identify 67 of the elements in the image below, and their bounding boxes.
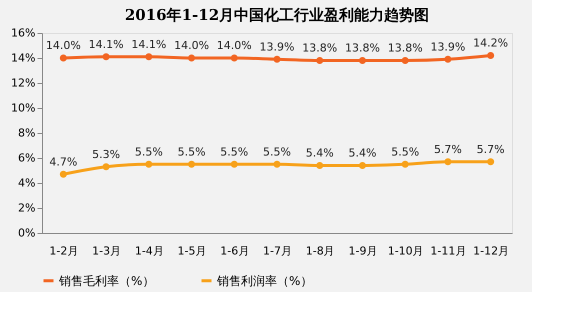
data-label: 13.8% [344,42,380,54]
x-tick-label: 1-12月 [473,244,510,258]
point [273,160,281,168]
point [402,56,409,64]
point [444,158,452,166]
point [273,56,281,63]
point [102,53,110,60]
x-tick-label: 1-9月 [348,244,378,258]
point [444,56,452,63]
point [60,170,67,178]
data-label: 13.9% [260,40,294,54]
point [358,56,366,64]
data-label: 14.1% [88,38,124,51]
x-tick-label: 1-10月 [388,244,424,258]
data-label: 5.5% [263,145,291,158]
point [402,160,409,168]
x-tick-label: 1-5月 [178,244,207,258]
data-label: 5.7% [476,142,505,156]
data-label: 14.0% [46,39,81,52]
data-label: 5.5% [178,145,206,158]
y-tick-label: 0% [18,226,36,240]
y-tick-label: 4% [18,176,36,190]
data-label: 4.7% [49,155,78,168]
y-tick-label: 16% [11,26,36,40]
point [316,162,324,170]
data-label: 14.0% [216,39,252,52]
legend-label: 销售毛利率（%） [58,274,154,288]
data-label: 13.9% [430,40,466,54]
x-tick-label: 1-11月 [430,244,466,258]
data-label: 5.5% [391,145,420,158]
data-label: 5.3% [92,148,120,161]
point [60,54,67,62]
x-tick-label: 1-7月 [263,244,292,258]
data-label: 14.1% [131,38,166,51]
point [145,53,152,60]
point [188,54,196,62]
chart-title: 2016年1-12月中国化工行业盈利能力趋势图 [124,6,430,24]
data-label: 5.7% [434,142,462,156]
data-label: 14.2% [473,36,508,50]
y-tick-label: 2% [18,202,36,214]
x-tick-label: 1-8月 [306,244,335,258]
y-tick-label: 8% [18,126,36,140]
point [487,158,494,166]
data-label: 13.8% [388,42,423,54]
point [102,163,110,170]
data-label: 5.5% [220,145,248,158]
x-tick-label: 1-4月 [134,244,164,258]
y-tick-label: 6% [18,152,36,164]
point [358,162,366,170]
data-label: 5.4% [348,146,376,160]
data-label: 5.4% [306,146,334,160]
point [487,52,494,60]
legend-label: 销售利润率（%） [216,274,312,288]
point [230,54,238,62]
point [145,160,152,168]
x-tick-label: 1-3月 [92,244,122,258]
x-tick-label: 1-2月 [49,244,78,258]
point [188,160,196,168]
data-label: 5.5% [134,145,163,158]
y-tick-label: 12% [11,76,36,90]
point [316,56,324,64]
data-label: 14.0% [174,39,210,52]
y-tick-label: 10% [11,102,36,114]
x-tick-label: 1-6月 [220,244,250,258]
y-tick-label: 14% [11,52,36,64]
point [230,160,238,168]
data-label: 13.8% [302,42,338,54]
